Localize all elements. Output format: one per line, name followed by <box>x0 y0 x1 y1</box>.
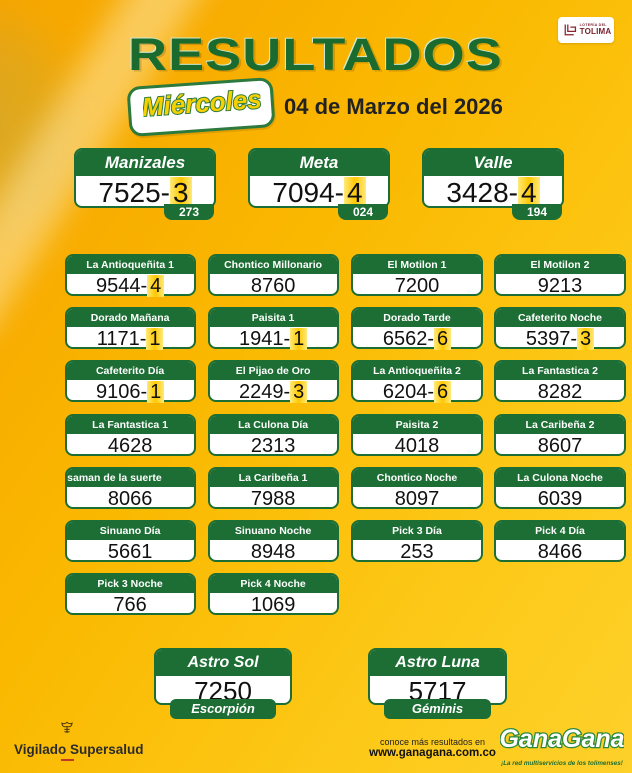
svg-text:Miércoles: Miércoles <box>142 84 262 122</box>
svg-text:GanaGana: GanaGana <box>500 725 624 753</box>
